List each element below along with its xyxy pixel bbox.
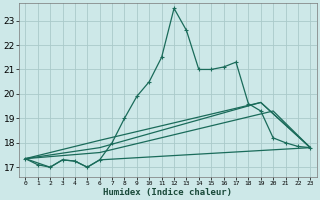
X-axis label: Humidex (Indice chaleur): Humidex (Indice chaleur) xyxy=(103,188,232,197)
